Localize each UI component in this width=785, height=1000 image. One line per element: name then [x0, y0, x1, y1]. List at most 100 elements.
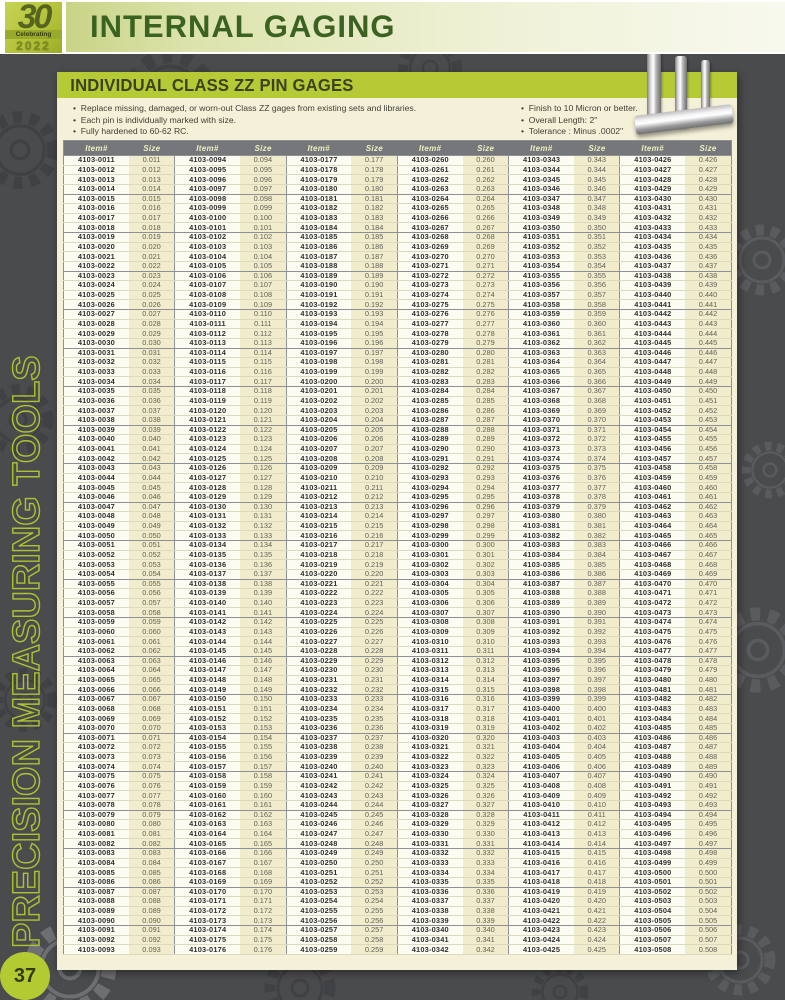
size-cell: 0.015 [128, 194, 175, 205]
size-cell: 0.184 [351, 222, 398, 233]
size-cell: 0.162 [240, 810, 287, 821]
size-cell: 0.191 [351, 290, 398, 301]
item-cell: 4103-0352 [508, 242, 574, 253]
item-cell: 4103-0401 [508, 713, 574, 724]
size-cell: 0.207 [351, 444, 398, 455]
size-cell: 0.214 [351, 511, 398, 522]
size-cell: 0.232 [351, 684, 398, 695]
item-cell: 4103-0357 [508, 290, 574, 301]
size-cell: 0.020 [128, 242, 175, 253]
item-cell: 4103-0247 [285, 829, 352, 840]
size-cell: 0.370 [573, 415, 620, 426]
item-cell: 4103-0298 [396, 521, 463, 532]
item-cell: 4103-0342 [396, 944, 463, 955]
size-cell: 0.397 [573, 675, 620, 686]
size-cell: 0.430 [685, 194, 732, 205]
size-cell: 0.459 [685, 473, 732, 484]
size-cell: 0.031 [128, 348, 175, 359]
item-cell: 4103-0037 [62, 405, 129, 416]
size-cell: 0.485 [685, 723, 732, 734]
size-cell: 0.210 [351, 473, 398, 484]
table-row: 4103-0065 0.065 4103-0148 0.148 4103-0231 0.2… [62, 675, 732, 686]
item-cell: 4103-0343 [508, 155, 574, 166]
size-cell: 0.246 [351, 819, 398, 830]
size-cell: 0.144 [240, 636, 287, 647]
item-cell: 4103-0188 [285, 261, 352, 272]
item-cell: 4103-0495 [619, 819, 686, 830]
item-cell: 4103-0507 [619, 935, 686, 946]
size-cell: 0.227 [351, 636, 398, 647]
item-cell: 4103-0322 [396, 752, 463, 763]
item-cell: 4103-0489 [619, 761, 686, 772]
gear-icon [746, 446, 785, 494]
item-cell: 4103-0323 [396, 761, 463, 772]
item-cell: 4103-0388 [508, 588, 574, 599]
size-cell: 0.079 [128, 810, 175, 821]
item-cell: 4103-0311 [396, 646, 463, 657]
table-row: 4103-0024 0.024 4103-0107 0.107 4103-0190 0.1… [62, 280, 732, 291]
size-cell: 0.417 [573, 867, 620, 878]
item-cell: 4103-0167 [174, 858, 241, 869]
item-cell: 4103-0475 [619, 627, 686, 638]
size-cell: 0.354 [573, 261, 620, 272]
item-cell: 4103-0363 [508, 348, 574, 359]
item-cell: 4103-0228 [285, 646, 352, 657]
size-cell: 0.122 [240, 425, 287, 436]
item-cell: 4103-0426 [619, 155, 686, 166]
size-cell: 0.393 [573, 636, 620, 647]
item-cell: 4103-0376 [508, 473, 574, 484]
size-cell: 0.300 [462, 540, 509, 551]
item-cell: 4103-0483 [619, 704, 686, 715]
item-cell: 4103-0016 [62, 203, 129, 214]
size-cell: 0.492 [685, 790, 732, 801]
col-header: Size [462, 140, 509, 156]
item-cell: 4103-0373 [508, 444, 574, 455]
item-cell: 4103-0211 [285, 482, 352, 493]
table-row: 4103-0084 0.084 4103-0167 0.167 4103-0250 0.2… [62, 858, 732, 869]
item-cell: 4103-0471 [619, 588, 686, 599]
size-cell: 0.223 [351, 598, 398, 609]
size-cell: 0.218 [351, 550, 398, 561]
item-cell: 4103-0493 [619, 800, 686, 811]
size-cell: 0.074 [128, 761, 175, 772]
table-row: 4103-0076 0.076 4103-0159 0.159 4103-0242 0.2… [62, 781, 732, 792]
size-cell: 0.234 [351, 704, 398, 715]
size-cell: 0.477 [685, 646, 732, 657]
item-cell: 4103-0053 [62, 559, 129, 570]
item-cell: 4103-0017 [62, 213, 129, 224]
item-cell: 4103-0450 [619, 386, 686, 397]
size-cell: 0.344 [573, 165, 620, 176]
item-cell: 4103-0200 [285, 376, 352, 387]
size-cell: 0.481 [685, 684, 732, 695]
item-cell: 4103-0454 [619, 425, 686, 436]
item-cell: 4103-0485 [619, 723, 686, 734]
item-cell: 4103-0246 [285, 819, 352, 830]
size-cell: 0.450 [685, 386, 732, 397]
item-cell: 4103-0067 [62, 694, 129, 705]
item-cell: 4103-0129 [174, 492, 241, 503]
item-cell: 4103-0220 [285, 569, 352, 580]
size-cell: 0.058 [128, 607, 175, 618]
item-cell: 4103-0443 [619, 319, 686, 330]
size-cell: 0.318 [462, 713, 509, 724]
item-cell: 4103-0018 [62, 222, 129, 233]
size-cell: 0.104 [240, 251, 287, 262]
item-cell: 4103-0165 [174, 838, 241, 849]
item-cell: 4103-0237 [285, 733, 352, 744]
item-cell: 4103-0143 [174, 627, 241, 638]
size-cell: 0.257 [351, 925, 398, 936]
item-cell: 4103-0350 [508, 222, 574, 233]
size-cell: 0.309 [462, 627, 509, 638]
size-cell: 0.116 [240, 367, 287, 378]
item-cell: 4103-0029 [62, 328, 129, 339]
size-cell: 0.156 [240, 752, 287, 763]
item-cell: 4103-0294 [396, 482, 463, 493]
table-row: 4103-0073 0.073 4103-0156 0.156 4103-0239 0.2… [62, 752, 732, 763]
item-cell: 4103-0077 [62, 790, 129, 801]
item-cell: 4103-0477 [619, 646, 686, 657]
col-header: Item# [619, 140, 686, 156]
table-row: 4103-0011 0.011 4103-0094 0.094 4103-0177 0.1… [62, 155, 732, 166]
item-cell: 4103-0494 [619, 810, 686, 821]
item-cell: 4103-0333 [396, 858, 463, 869]
item-cell: 4103-0132 [174, 521, 241, 532]
